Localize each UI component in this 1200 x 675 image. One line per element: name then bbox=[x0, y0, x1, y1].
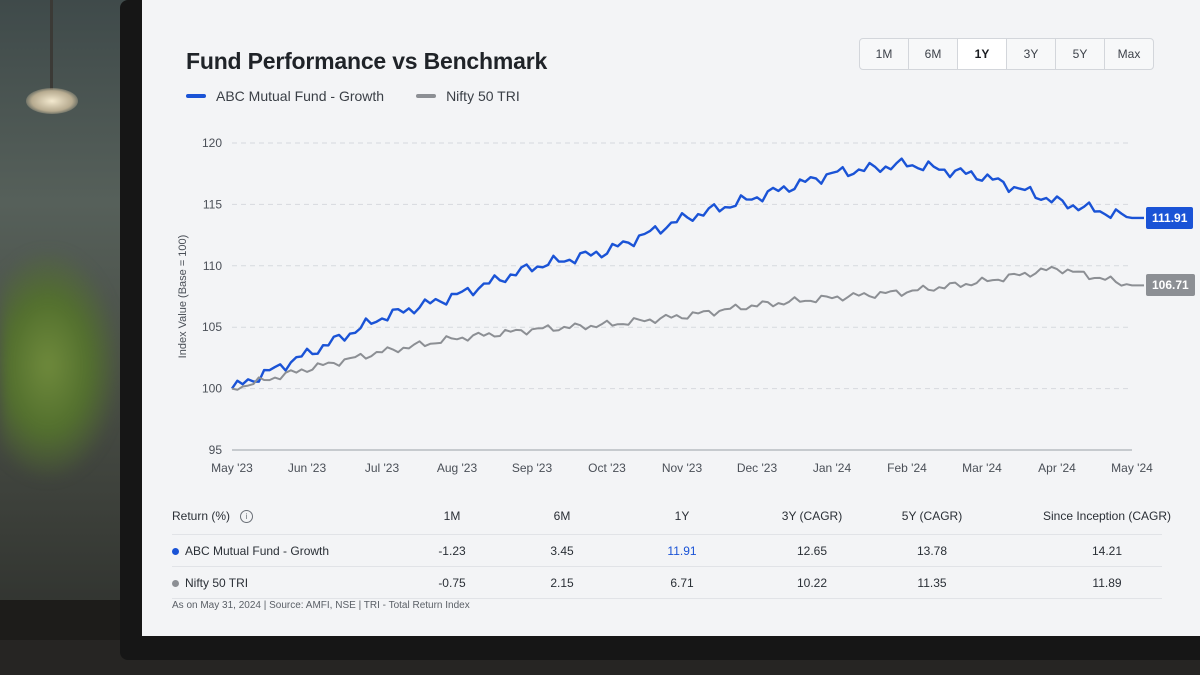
returns-row: ABC Mutual Fund - Growth -1.23 3.45 11.91 12… bbox=[172, 535, 1162, 567]
y-tick-label: 100 bbox=[202, 382, 222, 396]
legend-item-benchmark[interactable]: Nifty 50 TRI bbox=[416, 88, 520, 104]
end-value-badge-benchmark: 106.71 bbox=[1146, 274, 1195, 297]
footnote: As on May 31, 2024 | Source: AMFI, NSE |… bbox=[172, 600, 470, 611]
x-tick-label: Mar '24 bbox=[962, 461, 1002, 475]
returns-header-row: Return (%) i 1M 6M 1Y 3Y (CAGR) 5Y (CAGR) Sin… bbox=[172, 500, 1171, 535]
legend-label-benchmark: Nifty 50 TRI bbox=[446, 88, 520, 104]
y-axis-label: Index Value (Base = 100) bbox=[177, 235, 189, 359]
x-tick-label: Dec '23 bbox=[737, 461, 778, 475]
returns-value: -0.75 bbox=[438, 576, 466, 590]
range-tab-1m[interactable]: 1M bbox=[860, 39, 909, 69]
x-tick-label: May '24 bbox=[1111, 461, 1153, 475]
returns-value: 11.91 bbox=[667, 544, 697, 558]
returns-value: 11.35 bbox=[917, 576, 947, 590]
range-tab-3y[interactable]: 3Y bbox=[1007, 39, 1056, 69]
x-tick-label: Jul '23 bbox=[365, 461, 400, 475]
lamp-cord bbox=[50, 0, 53, 90]
line-chart: 95 100 105 110 115 120 Index Value (Base = 100… bbox=[177, 136, 1153, 475]
returns-header-text: Return (%) bbox=[172, 509, 231, 523]
returns-value: 14.21 bbox=[1091, 544, 1123, 558]
range-tab-5y[interactable]: 5Y bbox=[1056, 39, 1105, 69]
returns-col-header: 1Y bbox=[674, 509, 690, 523]
returns-col-header: 5Y (CAGR) bbox=[901, 509, 963, 523]
returns-row: Nifty 50 TRI -0.75 2.15 6.71 10.22 11.35 11.89 bbox=[172, 567, 1162, 599]
y-tick-label: 110 bbox=[203, 259, 222, 273]
time-range-selector: 1M 6M 1Y 3Y 5Y Max bbox=[859, 38, 1154, 70]
legend-swatch-fund bbox=[186, 94, 206, 98]
returns-value: -1.23 bbox=[438, 544, 466, 558]
x-tick-label: Feb '24 bbox=[887, 461, 927, 475]
returns-value: 6.71 bbox=[670, 576, 694, 590]
y-tick-label: 105 bbox=[202, 320, 222, 334]
x-tick-label: Aug '23 bbox=[437, 461, 478, 475]
series-dot bbox=[172, 579, 179, 587]
background-plant bbox=[0, 250, 120, 480]
series-line-fund bbox=[231, 157, 1144, 390]
x-tick-label: Oct '23 bbox=[588, 461, 626, 475]
returns-col-header: 3Y (CAGR) bbox=[781, 509, 843, 523]
y-tick-label: 115 bbox=[203, 197, 222, 211]
returns-value: 10.22 bbox=[796, 576, 828, 590]
range-tab-6m[interactable]: 6M bbox=[909, 39, 958, 69]
end-value-badge-fund: 111.91 bbox=[1146, 206, 1194, 229]
screen: Fund Performance vs Benchmark ABC Mutual… bbox=[142, 0, 1200, 636]
x-tick-label: May '23 bbox=[211, 461, 253, 475]
pendant-lamp bbox=[26, 88, 78, 114]
returns-row-label: Nifty 50 TRI bbox=[172, 576, 248, 590]
info-icon[interactable]: i bbox=[240, 509, 254, 523]
returns-row-name: ABC Mutual Fund - Growth bbox=[185, 544, 330, 558]
returns-row-label: ABC Mutual Fund - Growth bbox=[172, 544, 329, 558]
returns-value: 2.15 bbox=[550, 576, 574, 590]
x-tick-label: Nov '23 bbox=[662, 461, 703, 475]
x-tick-label: Apr '24 bbox=[1038, 461, 1076, 475]
x-tick-label: Jun '23 bbox=[288, 461, 327, 475]
legend-swatch-benchmark bbox=[416, 94, 437, 98]
returns-row-name: Nifty 50 TRI bbox=[185, 576, 249, 590]
x-tick-label: Sep '23 bbox=[512, 461, 553, 475]
chart-title: Fund Performance vs Benchmark bbox=[186, 48, 548, 74]
series-line-benchmark bbox=[231, 265, 1144, 391]
returns-header-label: Return (%) i bbox=[172, 509, 254, 523]
returns-table: Return (%) i 1M 6M 1Y 3Y (CAGR) 5Y (CAGR) Sin… bbox=[172, 500, 1171, 599]
range-tab-max[interactable]: Max bbox=[1117, 47, 1141, 61]
legend-label-fund: ABC Mutual Fund - Growth bbox=[216, 88, 385, 104]
returns-value: 13.78 bbox=[916, 544, 948, 558]
returns-col-header: 6M bbox=[553, 509, 571, 523]
series-dot bbox=[172, 547, 179, 555]
returns-col-header: 1M bbox=[443, 509, 461, 523]
range-tab-1y[interactable]: 1Y bbox=[958, 39, 1007, 69]
chart-legend: ABC Mutual Fund - Growth Nifty 50 TRI bbox=[186, 88, 520, 104]
returns-value: 12.65 bbox=[796, 544, 828, 558]
returns-value: 3.45 bbox=[550, 544, 574, 558]
legend-item-fund[interactable]: ABC Mutual Fund - Growth bbox=[186, 88, 384, 104]
x-tick-label: Jan '24 bbox=[813, 461, 852, 475]
y-tick-label: 120 bbox=[202, 136, 222, 150]
returns-col-header: Since Inception (CAGR) bbox=[1042, 509, 1172, 523]
returns-value: 11.89 bbox=[1092, 576, 1122, 590]
y-tick-label: 95 bbox=[209, 443, 223, 457]
